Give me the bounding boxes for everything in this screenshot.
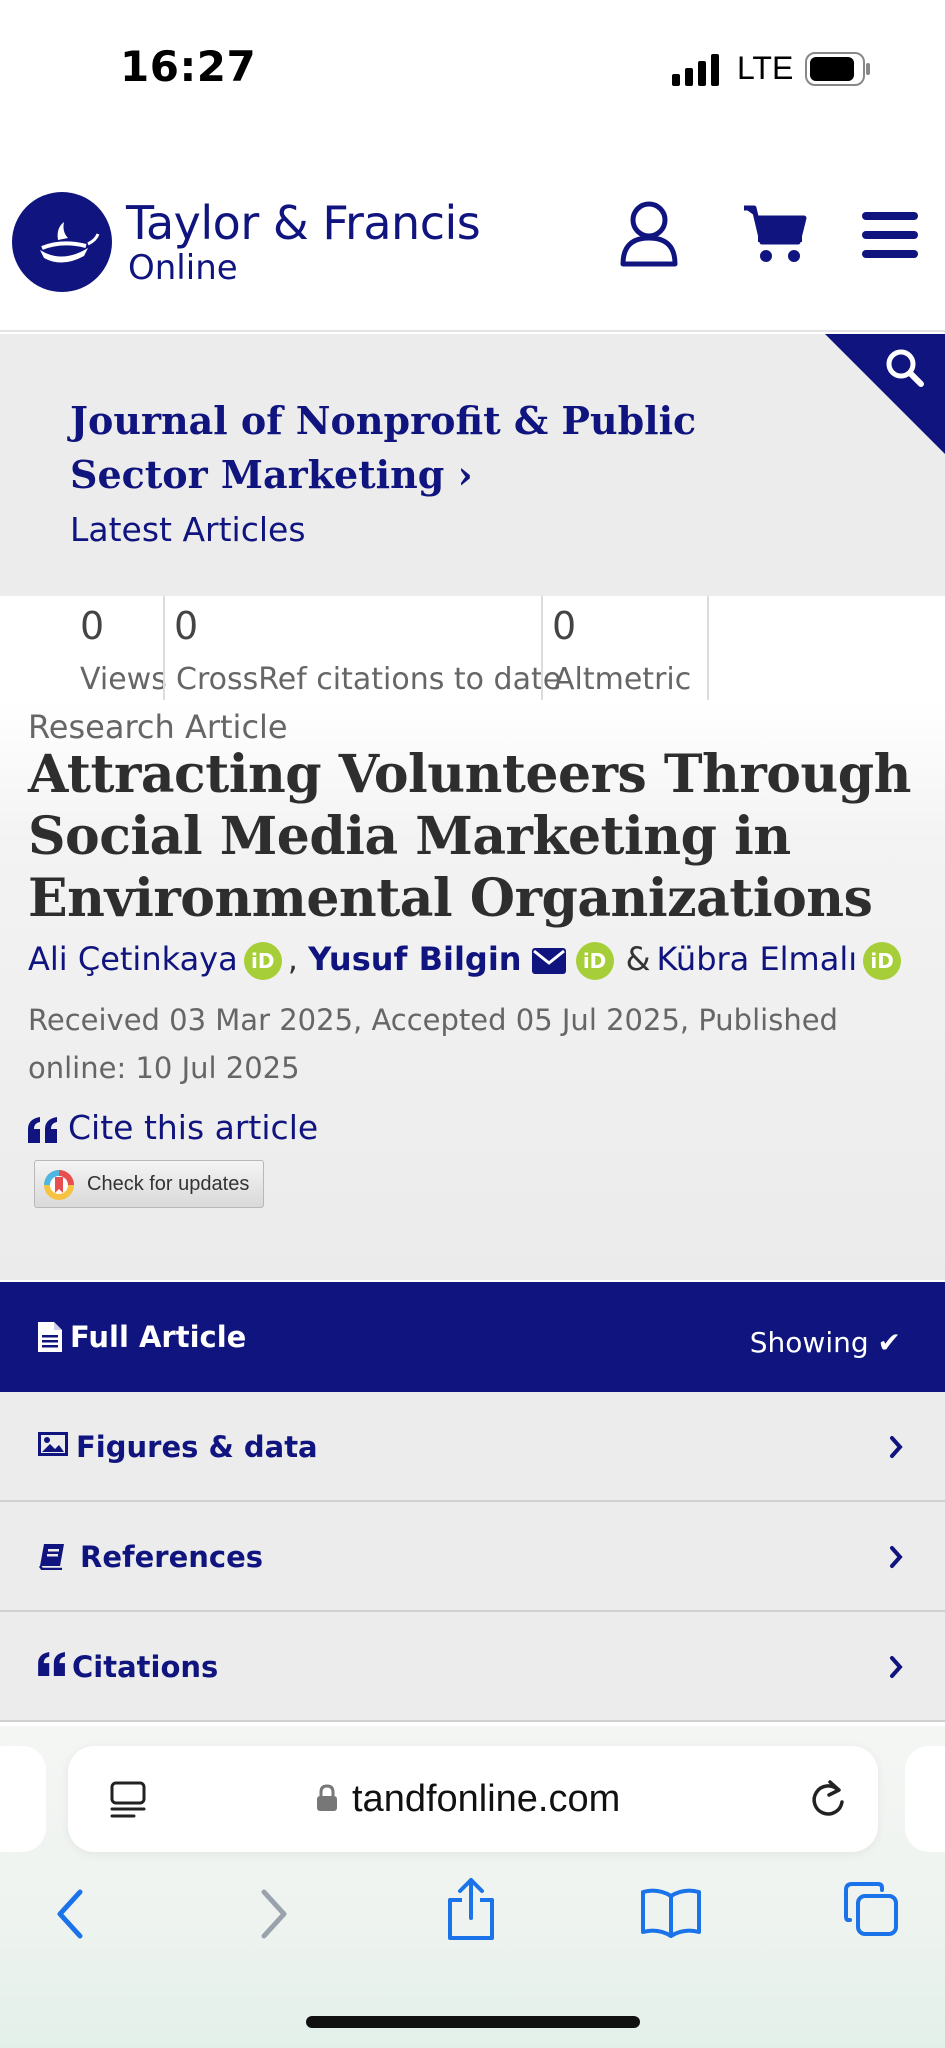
cite-label: Cite this article bbox=[68, 1108, 319, 1147]
metric-divider bbox=[163, 596, 165, 700]
tab-full-article[interactable]: Full Article Showing ✔ bbox=[0, 1282, 945, 1392]
signal-icon bbox=[672, 54, 719, 86]
article-header: Research Article Attracting Volunteers T… bbox=[0, 700, 945, 1280]
status-time: 16:27 bbox=[120, 42, 257, 91]
crossmark-icon bbox=[44, 1170, 74, 1200]
metric-label: Views bbox=[80, 662, 167, 697]
brand-subtitle[interactable]: Online bbox=[128, 248, 238, 288]
previous-tab-preview[interactable] bbox=[0, 1746, 46, 1852]
article-metrics: 0 Views 0 CrossRef citations to date 0 A… bbox=[0, 596, 945, 700]
image-icon bbox=[38, 1432, 68, 1456]
user-icon[interactable] bbox=[618, 200, 680, 268]
address-bar[interactable]: tandfonline.com bbox=[68, 1746, 878, 1852]
forward-icon[interactable] bbox=[254, 1886, 294, 1942]
metric-divider bbox=[541, 596, 543, 700]
metric-divider bbox=[707, 596, 709, 700]
tab-references[interactable]: References bbox=[0, 1502, 945, 1612]
home-indicator[interactable] bbox=[306, 2016, 640, 2028]
oil-lamp-icon bbox=[40, 222, 100, 263]
menu-icon[interactable] bbox=[862, 210, 918, 260]
book-icon bbox=[38, 1544, 64, 1570]
orcid-icon[interactable]: iD bbox=[575, 942, 614, 980]
orcid-icon[interactable]: iD bbox=[863, 942, 902, 980]
check-for-updates-button[interactable]: Check for updates bbox=[34, 1160, 264, 1208]
chevron-right-icon: › bbox=[457, 452, 473, 497]
metric-label: Altmetric bbox=[554, 662, 692, 697]
author-separator: , bbox=[287, 940, 298, 978]
lock-icon bbox=[317, 1784, 337, 1811]
tab-label: Full Article bbox=[70, 1320, 247, 1354]
tab-label: Figures & data bbox=[76, 1430, 318, 1464]
publication-dates: Received 03 Mar 2025, Accepted 05 Jul 20… bbox=[28, 1003, 838, 1085]
browser-toolbar: tandfonline.com bbox=[0, 1726, 945, 2048]
next-tab-preview[interactable] bbox=[905, 1746, 945, 1852]
back-icon[interactable] bbox=[50, 1886, 90, 1942]
metric-label: CrossRef citations to date bbox=[176, 662, 562, 697]
author-link[interactable]: Yusuf Bilgin bbox=[308, 940, 522, 978]
tabs-icon[interactable] bbox=[842, 1880, 900, 1938]
journal-title-link[interactable]: Journal of Nonprofit & Public Sector Mar… bbox=[70, 394, 790, 502]
cart-icon[interactable] bbox=[742, 204, 808, 264]
article-type: Research Article bbox=[28, 708, 288, 746]
article-title: Attracting Volunteers Through Social Med… bbox=[28, 744, 911, 929]
metric-value: 0 bbox=[552, 604, 577, 648]
tab-figures-data[interactable]: Figures & data bbox=[0, 1392, 945, 1502]
author-list: Ali Çetinkaya iD, Yusuf Bilgin iD & Kübra El… bbox=[28, 940, 938, 980]
chevron-right-icon bbox=[890, 1546, 903, 1568]
bookmarks-icon[interactable] bbox=[640, 1886, 702, 1938]
reload-icon[interactable] bbox=[808, 1776, 848, 1820]
share-icon[interactable] bbox=[446, 1876, 496, 1942]
latest-articles-link[interactable]: Latest Articles bbox=[70, 510, 306, 549]
journal-title: Journal of Nonprofit & Public Sector Mar… bbox=[70, 398, 697, 497]
updates-label: Check for updates bbox=[87, 1173, 250, 1195]
orcid-icon[interactable]: iD bbox=[243, 942, 282, 980]
url-text: tandfonline.com bbox=[352, 1778, 621, 1820]
quote-icon bbox=[38, 1652, 65, 1676]
showing-indicator: Showing ✔ bbox=[749, 1326, 901, 1359]
author-link[interactable]: Kübra Elmalı bbox=[656, 940, 858, 978]
brand-name[interactable]: Taylor & Francis bbox=[126, 196, 481, 250]
battery-icon bbox=[805, 52, 870, 86]
search-icon[interactable] bbox=[825, 334, 945, 454]
tab-label: References bbox=[80, 1540, 264, 1574]
chevron-right-icon bbox=[890, 1656, 903, 1678]
network-type: LTE bbox=[737, 50, 794, 86]
journal-banner: Journal of Nonprofit & Public Sector Mar… bbox=[0, 334, 945, 596]
cite-article-link[interactable]: Cite this article bbox=[28, 1108, 318, 1147]
metric-value: 0 bbox=[174, 604, 199, 648]
tf-logo-icon[interactable] bbox=[12, 192, 112, 292]
quote-icon bbox=[28, 1116, 57, 1143]
page-menu-icon[interactable] bbox=[108, 1780, 148, 1820]
tab-citations[interactable]: Citations bbox=[0, 1612, 945, 1722]
tab-label: Citations bbox=[72, 1650, 219, 1684]
author-link[interactable]: Ali Çetinkaya bbox=[28, 940, 238, 978]
metric-value: 0 bbox=[80, 604, 105, 648]
site-header: Taylor & Francis Online bbox=[0, 160, 945, 332]
chevron-right-icon bbox=[890, 1436, 903, 1458]
mail-icon[interactable] bbox=[531, 948, 566, 974]
author-separator: & bbox=[625, 940, 651, 978]
document-icon bbox=[38, 1322, 62, 1352]
